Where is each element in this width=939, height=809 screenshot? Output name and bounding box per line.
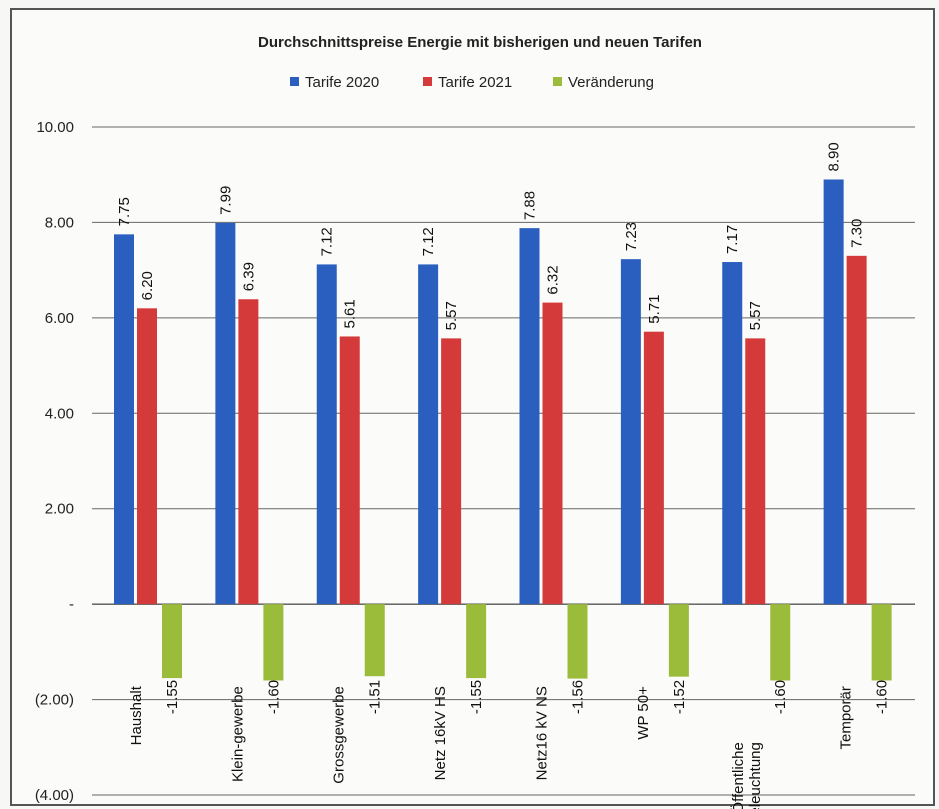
legend-label-3: Veränderung [568,74,654,91]
category-labels: Haushalt Klein-gewerbe Grossgewerbe Netz 16… [128,685,855,809]
bar-2-8 [846,255,867,605]
y-tick-label: 8.00 [45,214,74,231]
bar-1-3 [316,264,337,605]
data-label-3-8: -1.60 [874,680,891,714]
bar-2-4 [441,338,462,605]
bar-2-7 [745,338,766,605]
bar-1-2 [215,222,236,605]
data-label-1-7: 7.17 [724,225,741,254]
y-tick-label: 10.00 [36,119,74,136]
data-labels: 7.75 6.20 -1.55 7.99 6.39 -1.60 7.12 5.61 -1.51 7… [116,142,891,714]
bar-1-8 [823,179,844,605]
bar-1-6 [620,259,641,605]
data-label-1-4: 7.12 [420,227,437,256]
category-label: Haushalt [128,685,145,745]
bar-1-7 [722,262,743,605]
legend-label-2: Tarife 2021 [438,74,512,91]
data-label-2-6: 5.71 [646,294,663,323]
data-label-3-2: -1.60 [265,680,282,714]
bar-2-2 [238,299,259,605]
data-label-2-2: 6.39 [240,262,257,291]
data-label-1-6: 7.23 [623,222,640,251]
legend-swatch-2 [423,77,432,86]
bar-1-5 [519,228,540,605]
y-tick-label: - [69,596,74,613]
data-label-2-7: 5.57 [747,301,764,330]
legend-label-1: Tarife 2020 [305,74,379,91]
bar-2-5 [542,302,563,605]
legend: Tarife 2020 Tarife 2021 Veränderung [290,74,654,91]
bar-3-3 [364,604,385,677]
category-label: Netz 16kV HS [432,686,449,780]
bar-3-1 [162,604,182,679]
data-label-3-1: -1.55 [164,680,181,714]
legend-swatch-3 [553,77,562,86]
y-tick-label: 2.00 [45,501,74,518]
bar-3-4 [466,604,487,679]
bar-3-8 [871,604,892,681]
y-axis: 10.00 8.00 6.00 4.00 2.00 - (2.00) (4.00) [35,119,74,804]
bar-3-6 [668,604,689,677]
bar-3-5 [567,604,588,679]
data-label-3-3: -1.51 [367,680,384,714]
chart-title: Durchschnittspreise Energie mit bisherig… [258,34,702,51]
bar-2-6 [643,331,664,605]
bar-2-3 [339,336,360,605]
bar-3-2 [263,604,284,681]
data-label-2-1: 6.20 [139,271,156,300]
bars [114,179,892,681]
bar-1-1 [114,234,134,605]
category-label: Beleuchtung [747,742,764,809]
data-label-2-5: 6.32 [545,265,562,294]
data-label-1-5: 7.88 [522,191,539,220]
data-label-3-4: -1.55 [468,680,485,714]
category-label: Grossgewerbe [331,686,348,784]
y-tick-label: 4.00 [45,405,74,422]
bar-1-4 [418,264,439,605]
y-tick-label: (4.00) [35,787,74,804]
category-label: Klein-gewerbe [229,686,246,782]
data-label-3-5: -1.56 [570,680,587,714]
data-label-1-2: 7.99 [217,186,234,215]
bar-3-7 [770,604,791,681]
y-tick-label: (2.00) [35,692,74,709]
data-label-2-8: 7.30 [849,219,866,248]
data-label-1-8: 8.90 [826,142,843,171]
category-label: Netz16 kV NS [534,686,551,780]
category-label: Temporär [838,686,855,749]
legend-swatch-1 [290,77,299,86]
data-label-3-6: -1.52 [671,680,688,714]
category-label: Öffentliche [729,742,747,809]
bar-2-1 [137,308,157,605]
data-label-1-1: 7.75 [116,197,133,226]
data-label-3-7: -1.60 [772,680,789,714]
category-label: WP 50+ [635,686,652,740]
y-tick-label: 6.00 [45,310,74,327]
data-label-2-4: 5.57 [443,301,460,330]
data-label-1-3: 7.12 [319,227,336,256]
data-label-2-3: 5.61 [342,299,359,328]
